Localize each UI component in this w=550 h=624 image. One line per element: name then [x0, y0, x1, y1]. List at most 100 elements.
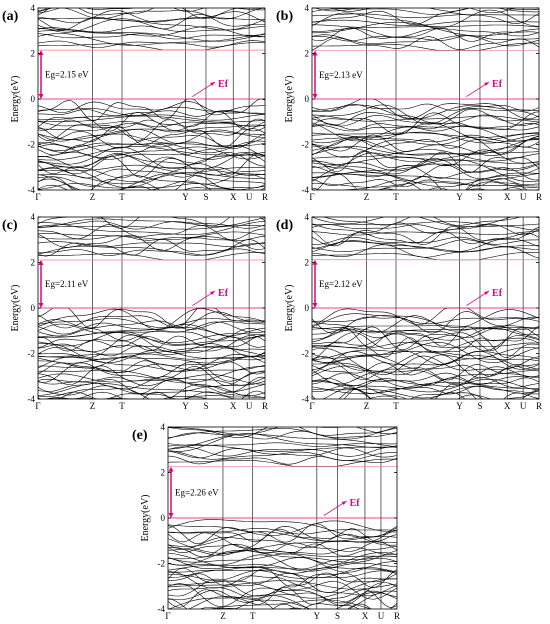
x-tick-label: X [504, 401, 511, 411]
y-axis-label: Energy(eV) [10, 284, 21, 331]
valence-band [38, 365, 265, 386]
conduction-band-minimum [38, 42, 265, 51]
y-tick-label: 0 [305, 303, 310, 313]
conduction-band [90, 217, 111, 218]
valence-band [38, 382, 265, 396]
fermi-label: Ef [492, 79, 503, 90]
valence-band [312, 337, 539, 359]
conduction-band [38, 231, 265, 240]
valence-band [168, 541, 397, 554]
valence-band [168, 589, 397, 604]
valence-band [168, 523, 397, 545]
band-gap-arrow-head-bottom [38, 94, 44, 99]
y-tick-label: -4 [28, 185, 36, 195]
valence-band [38, 129, 265, 144]
conduction-band [312, 224, 539, 231]
valence-band [168, 534, 397, 550]
valence-band [312, 122, 539, 131]
x-tick-label: X [362, 611, 369, 621]
x-tick-label: Z [364, 401, 370, 411]
valence-band [38, 123, 265, 133]
x-tick-label: R [394, 611, 400, 621]
valence-band [312, 150, 539, 173]
band-lines [38, 217, 265, 399]
valence-band [38, 166, 265, 179]
y-tick-label: 0 [305, 94, 310, 104]
band-gap-arrow-head-bottom [312, 94, 318, 99]
y-tick-label: 0 [31, 94, 36, 104]
y-tick-label: 0 [161, 513, 166, 523]
conduction-band [38, 17, 265, 22]
valence-band [312, 114, 539, 127]
panel-label: (a) [2, 9, 19, 24]
conduction-band [168, 433, 397, 452]
valence-band [38, 376, 265, 390]
valence-band [312, 378, 539, 393]
x-tick-label: S [203, 401, 208, 411]
y-tick-label: -4 [302, 185, 310, 195]
y-tick-label: -2 [302, 349, 310, 359]
fermi-arrow-head [210, 290, 216, 295]
y-tick-label: 2 [31, 258, 36, 268]
panel-label: (c) [2, 218, 18, 233]
conduction-band [38, 10, 265, 24]
valence-band [38, 118, 265, 141]
valence-band [312, 365, 539, 388]
valence-band [312, 332, 539, 351]
conduction-band [312, 34, 539, 47]
valence-band [168, 578, 397, 599]
valence-band [168, 550, 397, 566]
valence-band [312, 171, 539, 188]
fermi-label: Ef [218, 79, 229, 90]
x-tick-label: Z [90, 401, 96, 411]
valence-band [312, 342, 539, 349]
valence-band [312, 125, 539, 132]
panel-1: Eg=2.15 eV Ef -4 -2 0 2 4 Γ Z T Y S X U R Energy(eV) (a) [2, 3, 268, 202]
x-tick-label: T [393, 401, 399, 411]
conduction-band [38, 8, 265, 20]
band-gap-label: Eg=2.15 eV [45, 70, 89, 80]
fermi-arrow-head [484, 81, 490, 86]
valence-band [38, 353, 265, 360]
conduction-band [168, 446, 397, 457]
conduction-band [38, 8, 265, 20]
x-tick-label: Y [182, 401, 189, 411]
conduction-band [312, 10, 539, 26]
valence-band [316, 173, 528, 190]
valence-band [321, 387, 539, 399]
band-lines [168, 427, 397, 609]
x-tick-label: T [393, 192, 399, 202]
valence-band [38, 153, 265, 175]
x-tick-label: Y [182, 192, 189, 202]
valence-band [168, 567, 397, 579]
valence-band [38, 106, 265, 116]
x-tick-label: S [477, 192, 482, 202]
y-tick-label: -4 [302, 394, 310, 404]
x-tick-label: U [520, 192, 527, 202]
y-tick-label: 2 [305, 49, 310, 59]
valence-band [312, 134, 539, 144]
valence-band [168, 552, 397, 570]
valence-band [312, 362, 539, 377]
valence-band [199, 603, 372, 609]
valence-band [38, 174, 265, 190]
valence-band [312, 341, 539, 364]
conduction-band [38, 217, 265, 228]
valence-band [312, 158, 539, 175]
band-gap-arrow-head-top [312, 50, 318, 56]
valence-band [312, 385, 539, 399]
conduction-band [38, 248, 265, 256]
valence-band [38, 125, 265, 148]
fermi-label: Ef [218, 288, 229, 299]
y-tick-label: 2 [31, 49, 36, 59]
panel-3: Eg=2.11 eV Ef -4 -2 0 2 4 Γ Z T Y S X U R Energy(eV) (c) [2, 212, 268, 411]
valence-band [312, 377, 539, 389]
valence-band [312, 315, 539, 325]
valence-band [38, 327, 265, 341]
conduction-band [312, 24, 539, 28]
valence-band [168, 531, 397, 547]
conduction-band [38, 13, 265, 31]
valence-band [168, 528, 397, 535]
x-tick-label: Γ [35, 192, 40, 202]
